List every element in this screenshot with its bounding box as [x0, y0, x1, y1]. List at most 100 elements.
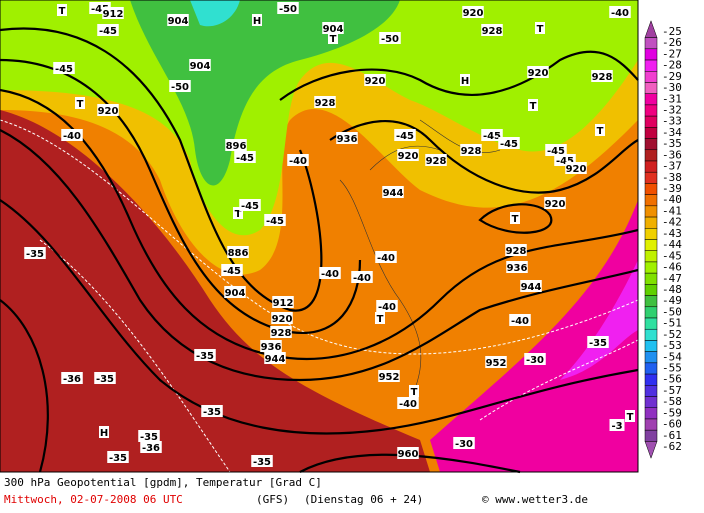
- map-label: -45: [266, 216, 284, 227]
- map-label: -40: [511, 316, 529, 327]
- map-frame: [0, 0, 639, 473]
- isotherm: [0, 119, 639, 473]
- label-box: [102, 7, 124, 19]
- label-box: [505, 244, 527, 256]
- legend-swatch: [644, 104, 658, 117]
- map-label: 952: [486, 358, 507, 369]
- legend-swatch: [644, 429, 658, 442]
- legend-swatch: [644, 317, 658, 330]
- label-box: [382, 186, 404, 198]
- legend-label: -32: [662, 104, 682, 117]
- legend-label: -60: [662, 418, 682, 431]
- legend-label: -25: [662, 25, 682, 38]
- label-box: [535, 22, 545, 34]
- legend-label: -37: [662, 160, 682, 173]
- label-box: [591, 70, 613, 82]
- map-label: -35: [203, 407, 221, 418]
- legend-swatch: [644, 340, 658, 352]
- map-label: 886: [228, 248, 249, 259]
- legend-label: -45: [662, 249, 682, 262]
- label-box: [271, 312, 293, 324]
- legend-swatch: [644, 194, 658, 207]
- legend-label: -28: [662, 59, 682, 72]
- map-label: 920: [272, 314, 293, 325]
- label-box: [287, 154, 309, 166]
- label-box: [453, 437, 475, 449]
- label-box: [227, 246, 249, 258]
- label-box: [169, 80, 191, 92]
- map-label: 944: [521, 282, 542, 293]
- label-box: [609, 6, 631, 18]
- label-box: [75, 97, 85, 109]
- label-box: [520, 280, 542, 292]
- label-box: [225, 139, 247, 151]
- label-box: [24, 247, 46, 259]
- map-label: 920: [463, 8, 484, 19]
- map-label: 904: [225, 288, 246, 299]
- label-box: [587, 336, 609, 348]
- legend-label: -43: [662, 227, 682, 240]
- map-label: 928: [426, 156, 447, 167]
- label-box: [351, 271, 373, 283]
- label-box: [314, 96, 336, 108]
- label-box: [524, 353, 546, 365]
- label-box: [189, 59, 211, 71]
- map-label: -40: [289, 156, 307, 167]
- label-box: [481, 24, 503, 36]
- legend-swatch: [644, 328, 658, 341]
- legend-label: -29: [662, 70, 682, 83]
- legend-label: -35: [662, 137, 682, 150]
- legend-label: -30: [662, 81, 682, 94]
- region-coldest: [190, 0, 240, 27]
- legend-swatch: [644, 373, 658, 386]
- legend-arrow: [644, 20, 658, 38]
- legend-swatch: [644, 306, 658, 319]
- label-box: [376, 300, 398, 312]
- map-label: -36: [63, 374, 81, 385]
- label-box: [140, 441, 162, 453]
- legend-swatch: [644, 396, 658, 408]
- legend-swatch: [644, 295, 658, 308]
- legend-swatch: [644, 272, 658, 285]
- legend-swatch: [644, 216, 658, 229]
- label-box: [97, 104, 119, 116]
- map-label: -35: [589, 338, 607, 349]
- label-box: [328, 32, 338, 44]
- legend-swatch: [644, 82, 658, 94]
- legend-swatch: [644, 407, 658, 420]
- map-label: 936: [507, 263, 528, 274]
- label-box: [364, 74, 386, 86]
- legend-swatch: [644, 127, 658, 139]
- legend-swatch: [644, 351, 658, 364]
- legend-label: -36: [662, 148, 682, 161]
- legend-swatch: [644, 362, 658, 375]
- legend-label: -41: [662, 204, 682, 217]
- legend-swatch: [644, 385, 658, 397]
- legend-label: -59: [662, 406, 682, 419]
- height-contour: [0, 199, 639, 435]
- pressure-center: T: [530, 101, 537, 112]
- label-box: [239, 199, 261, 211]
- map-label: -40: [377, 253, 395, 264]
- legend-swatch: [644, 71, 658, 83]
- height-contour: [0, 58, 362, 334]
- label-box: [397, 149, 419, 161]
- legend-label: -53: [662, 339, 682, 352]
- map-label: -45: [483, 131, 501, 142]
- legend-label: -55: [662, 361, 682, 374]
- map-label: 912: [103, 9, 124, 20]
- map-label: -35: [140, 432, 158, 443]
- map-label: -40: [611, 8, 629, 19]
- map-label: -45: [236, 153, 254, 164]
- map-label: 928: [592, 72, 613, 83]
- legend-arrow: [644, 441, 658, 459]
- label-box: [272, 296, 294, 308]
- legend-swatch: [644, 284, 658, 296]
- map-label: 952: [379, 372, 400, 383]
- legend-label: -58: [662, 395, 682, 408]
- map-label: -45: [547, 146, 565, 157]
- label-box: [510, 212, 520, 224]
- map-label: -45: [99, 26, 117, 37]
- label-box: [233, 207, 243, 219]
